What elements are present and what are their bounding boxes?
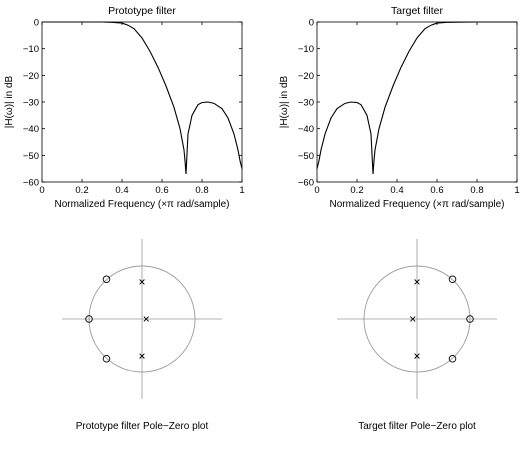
target-magnitude-plot: Target filter Normalized Frequency (×π r… [279, 5, 520, 210]
prototype-pole-marker [139, 353, 145, 359]
prototype-pole-marker [139, 279, 145, 285]
prototype-unit-circle [88, 265, 196, 373]
target-zero-marker [448, 355, 457, 363]
prototype-zero-marker [102, 355, 111, 363]
target-pole-marker [414, 279, 420, 285]
prototype-pole-zero-caption: Prototype filter Pole−Zero plot [76, 421, 209, 432]
target-x-tick-label: 0 [314, 185, 319, 196]
target-plot-title: Target filter [391, 5, 443, 17]
prototype-x-tick-label: 0.8 [195, 185, 208, 196]
target-y-axis-label: |H(ω)| in dB [279, 75, 290, 128]
prototype-y-tick-label: −50 [23, 151, 39, 162]
prototype-pole-marker [143, 316, 149, 322]
target-x-axis-label: Normalized Frequency (×π rad/sample) [329, 199, 504, 210]
prototype-x-tick-label: 0 [39, 185, 44, 196]
prototype-x-tick-label: 0.4 [115, 185, 128, 196]
prototype-y-tick-label: −60 [23, 178, 39, 189]
target-x-tick-label: 0.6 [430, 185, 443, 196]
target-unit-circle [363, 265, 471, 373]
prototype-magnitude-curve [42, 21, 243, 175]
prototype-y-tick-label: −20 [23, 71, 39, 82]
target-pole-zero-marks [410, 275, 474, 363]
target-zero-marker [448, 275, 457, 284]
prototype-zero-marker [102, 275, 111, 284]
target-y-tick-label: −50 [298, 151, 314, 162]
prototype-x-tick-label: 0.2 [75, 185, 88, 196]
prototype-pole-zero-marks [85, 275, 149, 363]
target-x-tick-label: 0.8 [470, 185, 483, 196]
prototype-y-tick-label: −30 [23, 98, 39, 109]
target-y-tick-label: −30 [298, 98, 314, 109]
target-axis-ticks: 0 0.2 0.4 0.6 0.8 1 0 −10 −20 −30 −40 −50 −60 [298, 18, 520, 197]
target-pole-zero-plot: Target filter Pole−Zero plot [337, 239, 497, 432]
target-zero-marker [466, 315, 474, 323]
prototype-zero-marker [85, 315, 93, 323]
prototype-x-tick-label: 0.6 [155, 185, 168, 196]
target-pole-marker [414, 353, 420, 359]
prototype-axes-frame [41, 21, 243, 183]
target-y-tick-label: −60 [298, 178, 314, 189]
prototype-x-axis-label: Normalized Frequency (×π rad/sample) [54, 199, 229, 210]
prototype-pole-zero-plot: Prototype filter Pole−Zero plot [62, 239, 222, 432]
prototype-plot-title: Prototype filter [108, 5, 176, 17]
target-magnitude-curve [316, 21, 517, 175]
target-x-tick-label: 0.4 [390, 185, 403, 196]
prototype-y-tick-label: 0 [34, 18, 39, 29]
target-y-tick-label: −20 [298, 71, 314, 82]
target-axes-frame [316, 21, 518, 183]
target-x-tick-label: 0.2 [350, 185, 363, 196]
target-x-tick-label: 1 [514, 185, 519, 196]
target-y-tick-label: −40 [298, 124, 314, 135]
prototype-axis-ticks: 0 0.2 0.4 0.6 0.8 1 0 −10 −20 −30 −40 −50 −60 [23, 18, 245, 197]
target-y-tick-label: −10 [298, 44, 314, 55]
prototype-y-tick-label: −10 [23, 44, 39, 55]
target-pole-marker [410, 316, 416, 322]
prototype-y-tick-label: −40 [23, 124, 39, 135]
prototype-magnitude-plot: Prototype filter Normalized Frequency (×… [4, 5, 245, 210]
prototype-y-axis-label: |H(ω)| in dB [4, 75, 15, 128]
prototype-x-tick-label: 1 [239, 185, 244, 196]
target-y-tick-label: 0 [309, 18, 314, 29]
target-pole-zero-caption: Target filter Pole−Zero plot [358, 421, 476, 432]
